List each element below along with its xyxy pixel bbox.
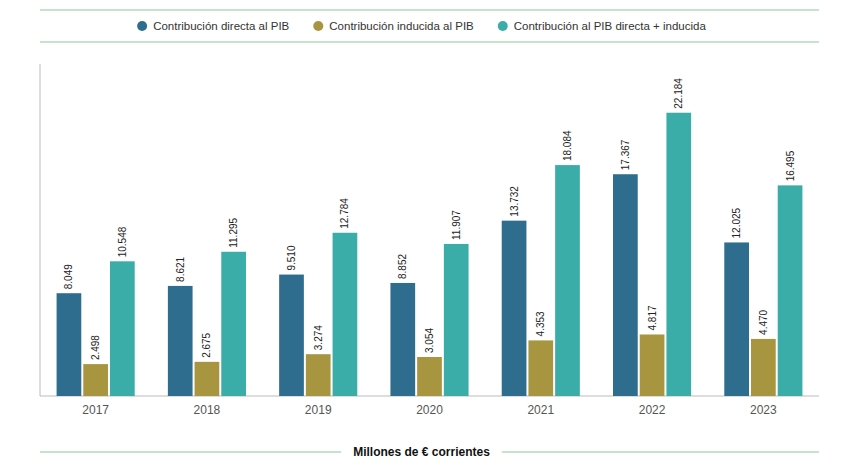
legend-label: Contribución inducida al PIB xyxy=(329,20,474,32)
x-tick-label: 2021 xyxy=(527,403,554,417)
data-label: 2.498 xyxy=(90,335,101,360)
legend-label: Contribución directa al PIB xyxy=(153,20,289,32)
bar xyxy=(390,283,415,396)
bar xyxy=(279,275,304,396)
x-tick-label: 2020 xyxy=(416,403,443,417)
data-label: 4.353 xyxy=(535,311,546,336)
decor-line xyxy=(40,41,819,42)
bar xyxy=(751,339,776,396)
bar xyxy=(444,244,469,396)
bar xyxy=(502,221,527,396)
chart-svg: 8.049 8.621 9.510 8.852 13.732 17.367 12.025 2.… xyxy=(0,0,843,474)
y-axis-line xyxy=(40,64,41,396)
data-label: 8.049 xyxy=(63,264,74,289)
chart-container: 8.049 8.621 9.510 8.852 13.732 17.367 12.025 2.… xyxy=(0,0,843,474)
bar xyxy=(168,286,193,396)
bar xyxy=(57,293,82,396)
decor-line xyxy=(502,451,819,452)
x-axis-label: Millones de € corrientes xyxy=(353,445,490,459)
decor-line xyxy=(40,9,819,10)
data-label: 11.295 xyxy=(228,217,239,247)
data-label: 3.274 xyxy=(313,325,324,350)
legend-item: Contribución directa al PIB xyxy=(137,20,289,32)
legend: Contribución directa al PIB Contribución … xyxy=(137,20,706,32)
bar xyxy=(666,113,691,396)
bar xyxy=(640,334,665,396)
data-label: 12.025 xyxy=(731,207,742,238)
data-label: 9.510 xyxy=(286,245,297,270)
data-label: 4.817 xyxy=(647,305,658,330)
data-labels: 8.049 8.621 9.510 8.852 13.732 17.367 12.025 2.… xyxy=(63,78,795,360)
data-label: 13.732 xyxy=(509,186,520,217)
bar xyxy=(417,357,442,396)
x-tick-label: 2017 xyxy=(82,403,109,417)
legend-item: Contribución inducida al PIB xyxy=(313,20,474,32)
data-label: 8.852 xyxy=(397,254,408,279)
x-tick-label: 2019 xyxy=(305,403,332,417)
data-label: 16.495 xyxy=(785,150,796,181)
legend-marker xyxy=(137,21,147,31)
legend-item: Contribución al PIB directa + inducida xyxy=(498,20,707,32)
legend-marker xyxy=(313,21,323,31)
data-label: 18.084 xyxy=(562,130,573,161)
data-label: 2.675 xyxy=(201,332,212,357)
bar xyxy=(555,165,580,396)
data-label: 22.184 xyxy=(673,78,684,109)
bar xyxy=(724,242,749,396)
legend-label: Contribución al PIB directa + inducida xyxy=(514,20,707,32)
data-label: 10.548 xyxy=(117,226,128,257)
x-tick-label: 2022 xyxy=(639,403,666,417)
data-label: 17.367 xyxy=(620,139,631,170)
bar xyxy=(333,233,358,396)
data-label: 11.907 xyxy=(451,210,462,240)
bar xyxy=(778,185,803,396)
bar xyxy=(83,364,108,396)
decor-line xyxy=(40,451,341,452)
data-label: 8.621 xyxy=(175,256,186,281)
data-label: 4.470 xyxy=(758,309,769,334)
data-label: 3.054 xyxy=(424,328,435,353)
bar xyxy=(221,252,246,396)
bar xyxy=(306,354,331,396)
bar xyxy=(195,362,220,396)
bar xyxy=(110,261,135,396)
bar xyxy=(528,340,553,396)
legend-marker xyxy=(498,21,508,31)
bar xyxy=(613,174,638,396)
x-tick-label: 2018 xyxy=(194,403,221,417)
data-label: 12.784 xyxy=(339,198,350,229)
bars xyxy=(57,113,803,396)
x-tick-label: 2023 xyxy=(750,403,777,417)
